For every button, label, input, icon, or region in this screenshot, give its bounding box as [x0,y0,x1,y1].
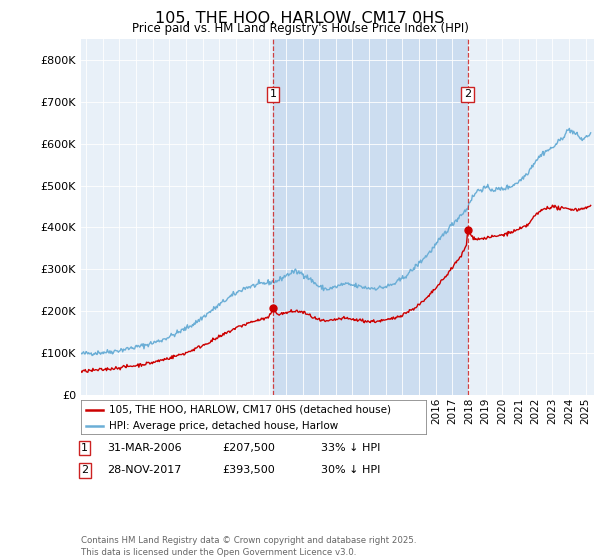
Text: 1: 1 [81,443,88,453]
Text: Price paid vs. HM Land Registry's House Price Index (HPI): Price paid vs. HM Land Registry's House … [131,22,469,35]
Bar [273,39,467,395]
Text: 1: 1 [270,89,277,99]
Text: 2: 2 [464,89,471,99]
Text: £393,500: £393,500 [222,465,275,475]
Text: 105, THE HOO, HARLOW, CM17 0HS (detached house): 105, THE HOO, HARLOW, CM17 0HS (detached… [109,405,391,415]
Text: Contains HM Land Registry data © Crown copyright and database right 2025.
This d: Contains HM Land Registry data © Crown c… [81,536,416,557]
Text: 33% ↓ HPI: 33% ↓ HPI [321,443,380,453]
Text: 28-NOV-2017: 28-NOV-2017 [107,465,181,475]
Text: 31-MAR-2006: 31-MAR-2006 [107,443,181,453]
Text: 30% ↓ HPI: 30% ↓ HPI [321,465,380,475]
Text: 2: 2 [81,465,88,475]
Text: 105, THE HOO, HARLOW, CM17 0HS: 105, THE HOO, HARLOW, CM17 0HS [155,11,445,26]
Text: £207,500: £207,500 [222,443,275,453]
Text: HPI: Average price, detached house, Harlow: HPI: Average price, detached house, Harl… [109,421,338,431]
